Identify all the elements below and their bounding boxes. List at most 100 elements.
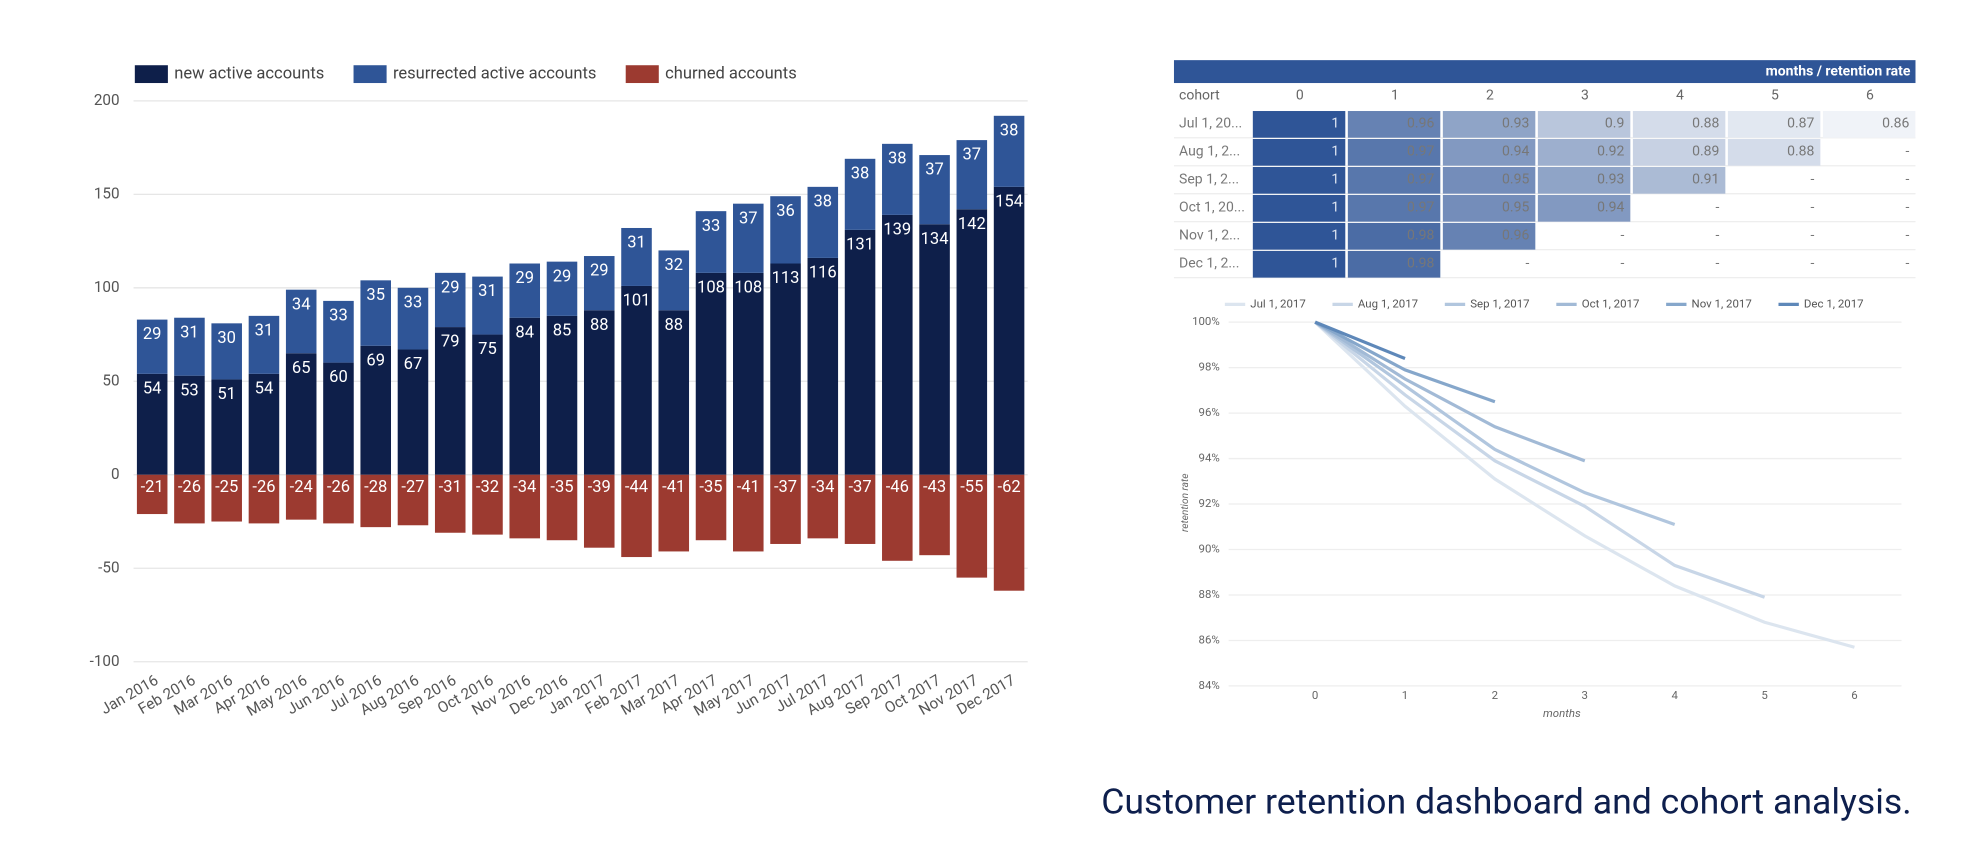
legend-label: new active accounts — [174, 64, 324, 83]
bar-segment — [919, 155, 950, 225]
bar-segment — [882, 143, 913, 215]
bar-segment — [546, 474, 578, 541]
table-cell: 1 — [1331, 143, 1339, 159]
x-tick-label: 1 — [1402, 688, 1408, 702]
legend-label: resurrected active accounts — [393, 64, 597, 83]
table-cell: 0.97 — [1407, 143, 1434, 159]
bar-segment — [211, 474, 242, 522]
bar-segment — [248, 373, 280, 475]
y-tick-label: 100 — [94, 278, 120, 296]
bar-segment — [360, 474, 391, 528]
heat-cell — [1537, 194, 1631, 222]
data-label: 84 — [515, 323, 534, 342]
bar-segment — [472, 276, 503, 335]
y-axis-label: retention rate — [1180, 474, 1191, 532]
x-tick-label: 3 — [1582, 688, 1588, 702]
table-cell: 1 — [1331, 227, 1339, 243]
y-tick-label: 100% — [1192, 314, 1220, 328]
y-tick-label: 50 — [102, 371, 119, 389]
table-cell: 0.88 — [1787, 143, 1814, 159]
table-header: 0 — [1296, 87, 1304, 103]
heat-cell — [1442, 111, 1536, 138]
data-label: 33 — [404, 293, 423, 312]
heat-cell — [1727, 111, 1821, 138]
bar-segment — [770, 263, 801, 475]
data-label: -44 — [625, 478, 648, 497]
bar-segment — [621, 285, 652, 475]
data-label: -35 — [699, 478, 722, 497]
data-label: 131 — [846, 235, 874, 254]
data-label: 29 — [515, 269, 534, 288]
data-label: -62 — [998, 478, 1021, 497]
bar-segment — [472, 334, 503, 475]
table-header: 2 — [1486, 87, 1494, 103]
heat-cell — [1252, 250, 1346, 278]
data-label: -37 — [848, 478, 871, 497]
line-series — [1314, 320, 1676, 526]
bar-segment — [397, 349, 429, 475]
bar-segment — [882, 214, 913, 475]
data-label: 29 — [441, 278, 460, 297]
data-label: -39 — [588, 478, 611, 497]
bar-segment — [248, 315, 280, 374]
data-label: 34 — [292, 295, 311, 314]
heat-cell — [1537, 111, 1631, 138]
bar-segment — [509, 263, 541, 318]
table-header: 3 — [1581, 87, 1589, 103]
bar-segment — [434, 272, 466, 328]
bar-segment — [546, 261, 578, 316]
bar-segment — [583, 256, 615, 311]
data-label: -24 — [290, 478, 313, 497]
line-series — [1314, 320, 1406, 361]
heat-cell — [1822, 111, 1916, 138]
heat-cell — [1252, 139, 1346, 166]
legend-swatch — [625, 65, 659, 84]
table-cell: 0.94 — [1597, 199, 1624, 215]
table-cell: Aug 1, 2... — [1179, 143, 1240, 159]
table-cell: 0.96 — [1502, 227, 1529, 243]
bar-segment — [583, 474, 615, 548]
data-label: 53 — [180, 381, 199, 400]
data-label: 31 — [180, 323, 199, 342]
bar-segment — [733, 272, 764, 475]
bar-segment — [323, 474, 354, 524]
data-label: -37 — [774, 478, 797, 497]
bar-segment — [919, 224, 950, 475]
bar-segment — [956, 140, 988, 210]
table-header: 5 — [1771, 87, 1779, 103]
caption: Customer retention dashboard and cohort … — [1101, 781, 1911, 823]
table-cell: 0.88 — [1692, 115, 1719, 131]
x-tick-label: 2 — [1492, 688, 1498, 702]
data-label: 75 — [478, 340, 497, 359]
heat-cell — [1442, 139, 1536, 166]
bar-segment — [993, 186, 1025, 475]
line-series — [1314, 320, 1766, 599]
y-tick-label: 0 — [111, 465, 120, 483]
legend-label: churned accounts — [665, 64, 797, 83]
bar-segment — [807, 257, 839, 475]
data-label: -41 — [662, 478, 685, 497]
data-label: -34 — [811, 478, 834, 497]
x-tick-label: 4 — [1671, 688, 1678, 702]
bar-segment — [733, 203, 764, 273]
data-label: -35 — [550, 478, 573, 497]
bar-segment — [658, 250, 690, 311]
data-label: 54 — [255, 379, 274, 398]
legend-label: Oct 1, 2017 — [1582, 296, 1640, 310]
bar-segment — [174, 474, 205, 524]
data-label: -55 — [960, 478, 983, 497]
y-tick-label: 96% — [1199, 405, 1220, 419]
heat-cell — [1347, 250, 1441, 278]
table-cell: - — [1811, 199, 1815, 215]
table-cell: - — [1906, 171, 1910, 187]
bar-segment — [658, 474, 690, 552]
legend-label: Aug 1, 2017 — [1358, 296, 1418, 310]
bar-segment — [770, 474, 801, 544]
data-label: 69 — [366, 351, 385, 370]
table-header: cohort — [1179, 87, 1220, 103]
heat-cell — [1252, 222, 1346, 250]
table-header: 1 — [1391, 87, 1399, 103]
bar-segment — [695, 474, 727, 541]
y-tick-label: 150 — [94, 184, 120, 202]
data-label: 31 — [478, 282, 497, 301]
